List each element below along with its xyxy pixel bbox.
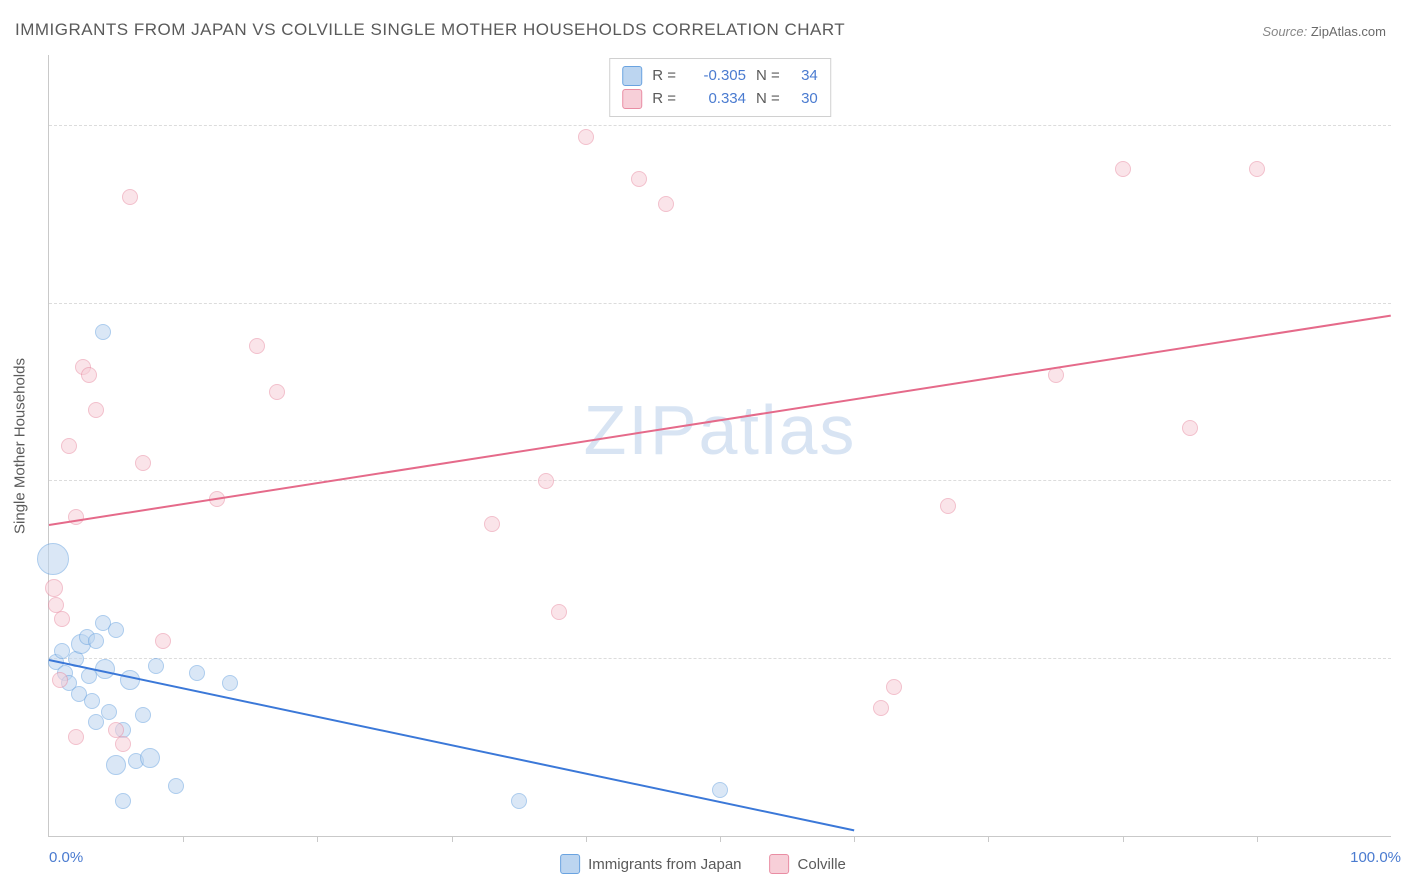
series-legend: Immigrants from Japan Colville — [560, 854, 846, 874]
chart-title: IMMIGRANTS FROM JAPAN VS COLVILLE SINGLE… — [15, 20, 845, 40]
y-tick-label: 15.0% — [1396, 278, 1406, 295]
data-point — [115, 793, 131, 809]
gridline — [49, 658, 1391, 659]
source-attribution: Source: ZipAtlas.com — [1262, 24, 1386, 39]
x-tick — [586, 836, 587, 842]
legend-swatch — [770, 854, 790, 874]
data-point — [631, 171, 647, 187]
data-point — [1182, 420, 1198, 436]
data-point — [249, 338, 265, 354]
data-point — [538, 473, 554, 489]
legend-label: Immigrants from Japan — [588, 856, 741, 873]
legend-item: Colville — [770, 854, 846, 874]
data-point — [658, 196, 674, 212]
data-point — [155, 633, 171, 649]
data-point — [101, 704, 117, 720]
y-tick-label: 10.0% — [1396, 456, 1406, 473]
data-point — [45, 579, 63, 597]
data-point — [120, 670, 140, 690]
data-point — [578, 129, 594, 145]
data-point — [115, 736, 131, 752]
legend-swatch — [622, 89, 642, 109]
data-point — [37, 543, 69, 575]
x-tick — [317, 836, 318, 842]
watermark: ZIPatlas — [584, 390, 857, 470]
gridline — [49, 303, 1391, 304]
n-value: 34 — [790, 65, 818, 88]
data-point — [95, 324, 111, 340]
x-tick — [1123, 836, 1124, 842]
x-tick — [1257, 836, 1258, 842]
data-point — [222, 675, 238, 691]
gridline — [49, 125, 1391, 126]
plot-area: ZIPatlas R =-0.305N =34R =0.334N =30 5.0… — [48, 55, 1391, 837]
data-point — [52, 672, 68, 688]
data-point — [135, 707, 151, 723]
r-value: -0.305 — [686, 65, 746, 88]
legend-item: Immigrants from Japan — [560, 854, 741, 874]
data-point — [1115, 161, 1131, 177]
trend-line — [49, 659, 855, 831]
data-point — [108, 622, 124, 638]
data-point — [551, 604, 567, 620]
legend-swatch — [560, 854, 580, 874]
data-point — [88, 633, 104, 649]
y-tick-label: 5.0% — [1396, 633, 1406, 650]
gridline — [49, 480, 1391, 481]
data-point — [168, 778, 184, 794]
y-axis-title: Single Mother Households — [12, 358, 29, 534]
n-value: 30 — [790, 88, 818, 111]
data-point — [269, 384, 285, 400]
source-value: ZipAtlas.com — [1311, 24, 1386, 39]
chart-container: IMMIGRANTS FROM JAPAN VS COLVILLE SINGLE… — [0, 0, 1406, 892]
data-point — [81, 367, 97, 383]
data-point — [886, 679, 902, 695]
r-value: 0.334 — [686, 88, 746, 111]
data-point — [140, 748, 160, 768]
n-label: N = — [756, 88, 780, 111]
data-point — [873, 700, 889, 716]
data-point — [54, 611, 70, 627]
data-point — [940, 498, 956, 514]
data-point — [61, 438, 77, 454]
x-tick-label: 0.0% — [49, 849, 83, 866]
r-label: R = — [652, 88, 676, 111]
x-tick — [854, 836, 855, 842]
data-point — [1249, 161, 1265, 177]
x-tick — [988, 836, 989, 842]
data-point — [135, 455, 151, 471]
data-point — [84, 693, 100, 709]
data-point — [68, 729, 84, 745]
n-label: N = — [756, 65, 780, 88]
data-point — [712, 782, 728, 798]
legend-label: Colville — [798, 856, 846, 873]
data-point — [148, 658, 164, 674]
legend-row: R = -0.305 N = 34 — [622, 65, 818, 88]
x-tick — [720, 836, 721, 842]
source-label: Source: — [1262, 24, 1307, 39]
legend-swatch — [622, 66, 642, 86]
y-tick-label: 20.0% — [1396, 101, 1406, 118]
data-point — [511, 793, 527, 809]
data-point — [106, 755, 126, 775]
x-tick — [452, 836, 453, 842]
data-point — [122, 189, 138, 205]
correlation-legend: R = -0.305 N = 34 R = 0.334 N = 30 — [609, 58, 831, 117]
legend-row: R = 0.334 N = 30 — [622, 88, 818, 111]
data-point — [189, 665, 205, 681]
x-tick-label: 100.0% — [1350, 849, 1401, 866]
r-label: R = — [652, 65, 676, 88]
data-point — [88, 402, 104, 418]
data-point — [484, 516, 500, 532]
x-tick — [183, 836, 184, 842]
data-point — [88, 714, 104, 730]
